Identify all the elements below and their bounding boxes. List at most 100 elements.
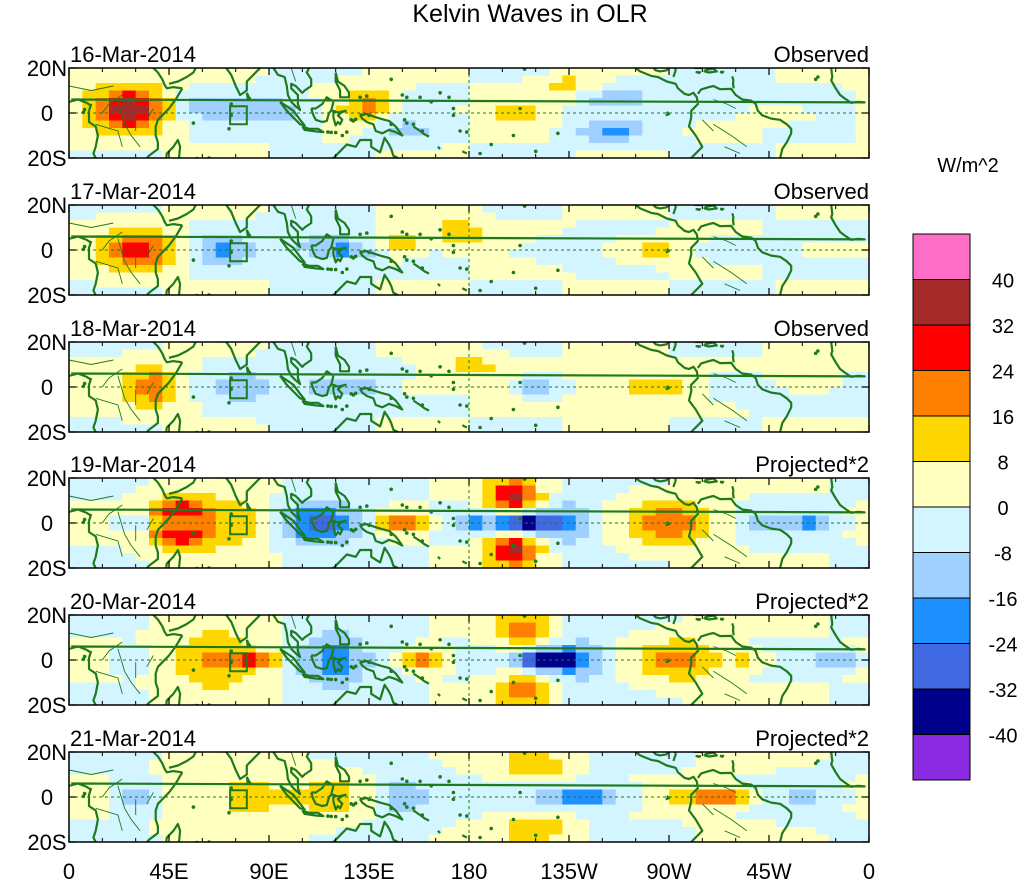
field-cell: [455, 128, 470, 137]
field-cell: [562, 660, 577, 669]
field-cell: [549, 272, 563, 281]
field-cell: [255, 387, 270, 396]
field-cell: [415, 752, 430, 761]
field-cell: [535, 402, 550, 411]
island-dot: [365, 778, 369, 782]
field-cell: [735, 500, 750, 509]
field-cell: [589, 242, 603, 251]
field-cell: [375, 530, 390, 539]
field-cell: [269, 135, 283, 144]
field-cell: [415, 272, 430, 281]
field-cell: [415, 257, 430, 266]
field-cell: [322, 83, 337, 92]
panel-mode-label: Projected*2: [755, 589, 869, 614]
field-cell: [189, 538, 203, 547]
field-cell: [562, 774, 577, 783]
field-cell: [735, 227, 750, 236]
field-cell: [442, 379, 457, 388]
field-cell: [495, 394, 510, 403]
field-cell: [522, 667, 537, 676]
field-cell: [749, 622, 763, 631]
field-cell: [455, 767, 470, 776]
field-cell: [789, 150, 803, 158]
field-cell: [69, 205, 83, 214]
field-cell: [95, 227, 110, 236]
field-cell: [109, 782, 123, 791]
field-cell: [242, 645, 257, 654]
field-cell: [709, 90, 723, 99]
field-cell: [695, 205, 710, 214]
field-cell: [295, 812, 310, 821]
field-cell: [69, 150, 83, 158]
field-cell: [642, 265, 657, 274]
field-cell: [642, 280, 657, 289]
field-cell: [629, 220, 643, 229]
field-cell: [242, 424, 257, 432]
field-cell: [162, 667, 177, 676]
field-cell: [722, 819, 737, 828]
field-cell: [602, 90, 617, 99]
field-cell: [482, 349, 497, 358]
field-cell: [602, 789, 617, 798]
field-cell: [135, 349, 150, 358]
field-cell: [175, 68, 190, 77]
field-cell: [135, 812, 150, 821]
field-cell: [855, 622, 869, 631]
field-cell: [549, 682, 563, 691]
field-cell: [655, 789, 670, 798]
field-cell: [642, 660, 657, 669]
field-cell: [215, 402, 230, 411]
field-cell: [642, 797, 657, 806]
field-cell: [109, 538, 123, 547]
field-cell: [855, 682, 869, 691]
field-cell: [295, 143, 310, 152]
island-dot: [816, 349, 820, 353]
field-cell: [855, 485, 869, 494]
field-cell: [642, 250, 657, 259]
field-cell: [722, 424, 737, 432]
field-cell: [802, 143, 817, 152]
island-dot: [418, 232, 422, 237]
field-cell: [255, 265, 270, 274]
field-cell: [642, 827, 657, 836]
field-cell: [815, 812, 830, 821]
island-dot: [476, 296, 480, 300]
field-cell: [402, 515, 417, 524]
field-cell: [215, 508, 230, 517]
field-cell: [202, 143, 217, 152]
field-cell: [802, 667, 817, 676]
field-cell: [642, 379, 657, 388]
field-cell: [735, 150, 750, 158]
field-cell: [442, 812, 457, 821]
field-cell: [575, 675, 590, 684]
field-cell: [762, 485, 777, 494]
field-cell: [229, 508, 243, 517]
field-cell: [669, 622, 683, 631]
field-cell: [535, 789, 550, 798]
field-cell: [349, 402, 363, 411]
field-cell: [602, 342, 617, 351]
field-cell: [789, 759, 803, 768]
field-cell: [322, 105, 337, 114]
field-cell: [335, 272, 350, 281]
field-cell: [829, 759, 843, 768]
field-cell: [695, 135, 710, 144]
field-cell: [375, 68, 390, 77]
field-cell: [775, 387, 790, 396]
island-dot: [507, 296, 511, 300]
field-cell: [175, 113, 190, 122]
island-dot: [405, 505, 409, 510]
field-cell: [522, 523, 537, 532]
island-dot: [82, 107, 87, 112]
field-cell: [749, 287, 763, 295]
field-cell: [789, 697, 803, 705]
field-cell: [762, 272, 777, 281]
field-cell: [655, 697, 670, 705]
field-cell: [69, 402, 83, 411]
field-cell: [789, 135, 803, 144]
field-cell: [855, 797, 869, 806]
field-cell: [469, 652, 483, 661]
field-cell: [149, 834, 163, 842]
field-cell: [269, 508, 283, 517]
field-cell: [802, 364, 817, 373]
